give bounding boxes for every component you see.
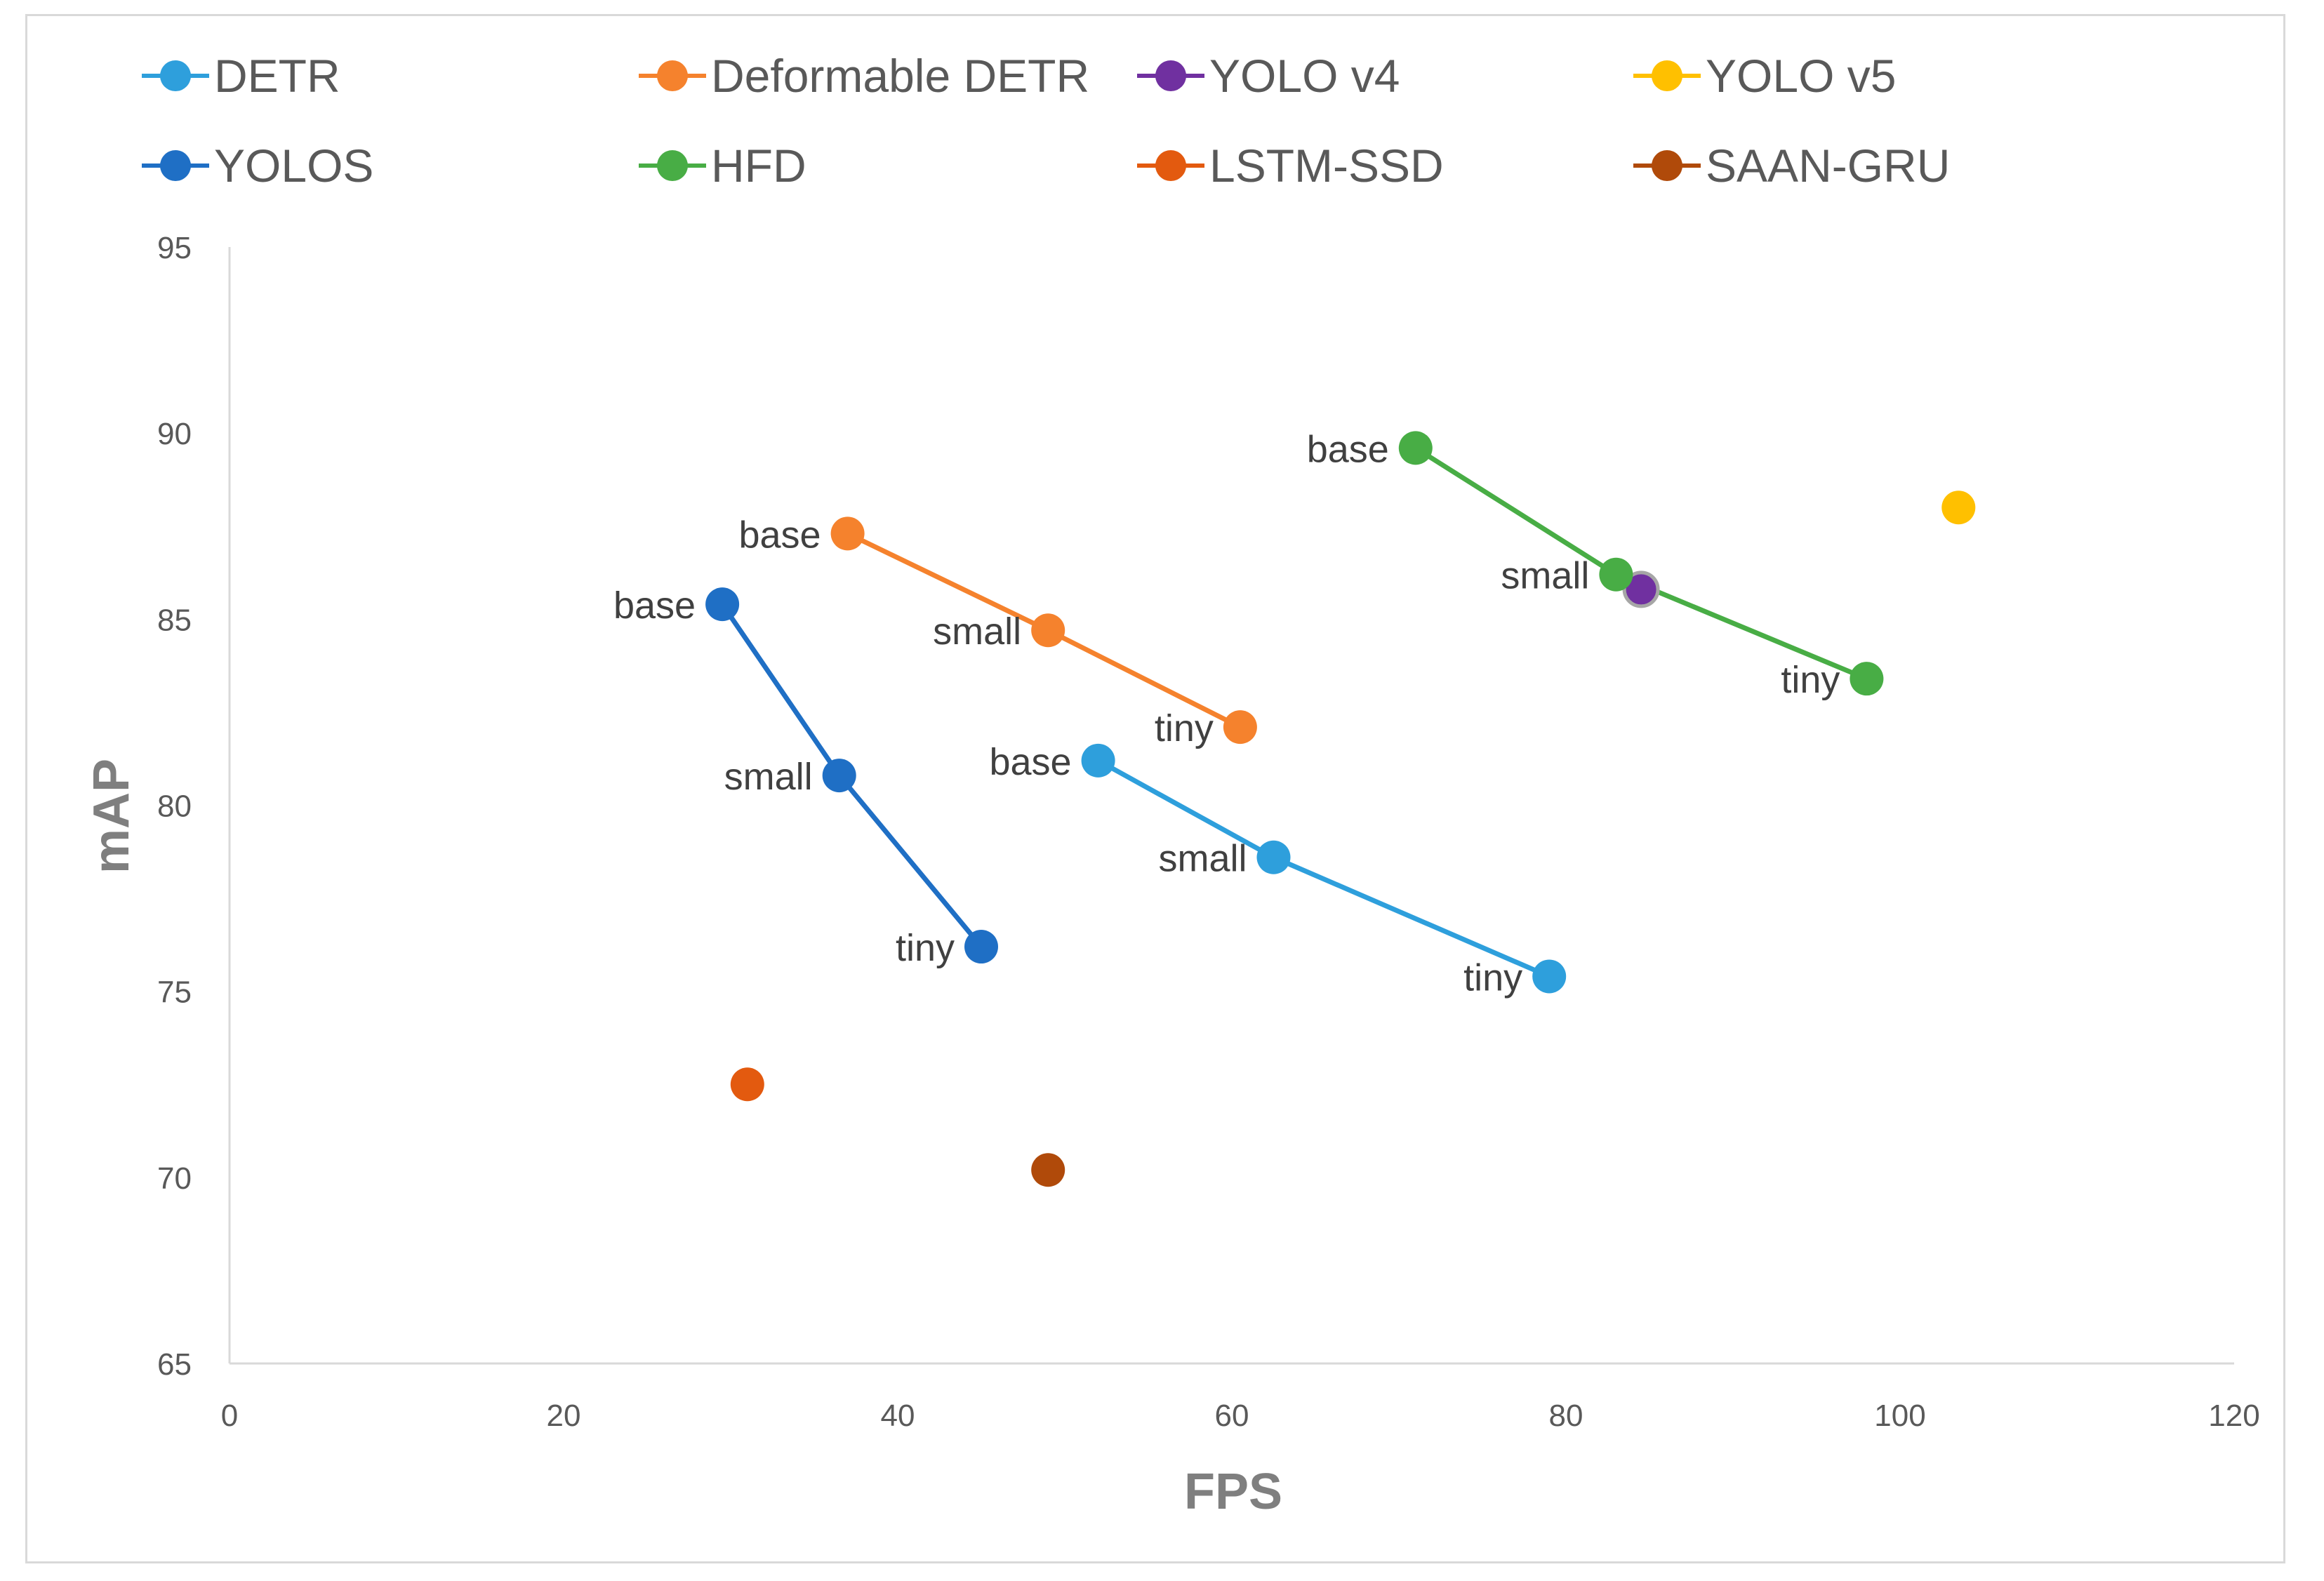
legend-item: LSTM-SSD — [1137, 140, 1444, 192]
legend-label: HFD — [711, 140, 806, 192]
series-points: base small tiny — [738, 514, 1257, 749]
legend-marker — [160, 150, 191, 181]
x-tick-label: 60 — [1215, 1399, 1249, 1433]
chart-frame — [25, 14, 2285, 1563]
x-tick-label: 20 — [547, 1399, 581, 1433]
legend: DETR Deformable DETR YOLO v4 YOLO v5 YOLOS HF… — [142, 50, 1950, 192]
series — [1413, 445, 1869, 681]
legend-item: DETR — [142, 50, 340, 102]
legend-marker — [160, 60, 191, 91]
data-point — [1850, 662, 1884, 696]
axes: 0 20 40 60 80 100 120 65 70 75 80 85 90 95 — [157, 231, 2260, 1433]
data-label: tiny — [896, 927, 955, 969]
data-point — [830, 516, 865, 551]
y-axis-title: mAP — [84, 759, 140, 874]
legend-label: DETR — [214, 50, 340, 102]
data-point — [964, 930, 998, 964]
series-points: base small tiny — [613, 585, 998, 969]
data-point — [1031, 613, 1065, 648]
data-label: small — [724, 756, 813, 798]
data-point — [1081, 743, 1115, 778]
x-tick-label: 80 — [1549, 1399, 1583, 1433]
legend-label: Deformable DETR — [711, 50, 1089, 102]
legend-item: YOLOS — [142, 140, 373, 192]
legend-marker — [1155, 60, 1186, 91]
data-label: small — [1501, 555, 1589, 597]
data-label: tiny — [1463, 956, 1522, 999]
x-tick-label: 40 — [881, 1399, 915, 1433]
legend-marker — [1652, 150, 1682, 181]
data-label: tiny — [1781, 659, 1840, 701]
series-points — [1031, 1153, 1065, 1187]
legend-item: YOLO v4 — [1137, 50, 1400, 102]
data-point — [1223, 710, 1257, 745]
data-point — [1622, 571, 1660, 608]
series-points — [730, 1067, 764, 1102]
legend-item: HFD — [639, 140, 806, 192]
y-tick-label: 80 — [157, 789, 192, 824]
y-tick-label: 95 — [157, 231, 192, 265]
x-tick-label: 100 — [1874, 1399, 1925, 1433]
x-axis-title: FPS — [1184, 1464, 1282, 1520]
data-point — [1031, 1153, 1065, 1187]
data-label: small — [1158, 838, 1247, 880]
legend-label: LSTM-SSD — [1209, 140, 1444, 192]
data-point — [1599, 557, 1633, 592]
y-tick-label: 85 — [157, 603, 192, 637]
x-tick-label: 0 — [221, 1399, 238, 1433]
legend-marker — [1155, 150, 1186, 181]
data-point — [730, 1067, 764, 1102]
x-tick-label: 120 — [2208, 1399, 2259, 1433]
legend-marker — [1652, 60, 1682, 91]
data-label: tiny — [1155, 707, 1214, 749]
legend-label: YOLO v4 — [1209, 50, 1400, 102]
data-label: base — [738, 514, 821, 556]
legend-marker — [657, 60, 688, 91]
y-tick-label: 70 — [157, 1161, 192, 1196]
data-point — [1256, 840, 1291, 874]
data-label: base — [1307, 428, 1389, 470]
data-point — [1941, 491, 1976, 525]
legend-item: SAAN-GRU — [1633, 140, 1950, 192]
y-tick-label: 75 — [157, 975, 192, 1010]
series-line — [1413, 445, 1869, 681]
legend-item: YOLO v5 — [1633, 50, 1896, 102]
plot-area: basesmalltinybasesmalltinybasesmalltinyb… — [613, 428, 1976, 1187]
series-points — [1622, 571, 1660, 608]
legend-item: Deformable DETR — [639, 50, 1089, 102]
data-point — [1398, 431, 1433, 465]
data-label: small — [933, 611, 1021, 653]
data-point — [1532, 959, 1567, 994]
series-points: base small tiny — [1307, 428, 1884, 701]
legend-label: YOLO v5 — [1706, 50, 1896, 102]
data-point — [705, 587, 740, 622]
legend-label: SAAN-GRU — [1706, 140, 1950, 192]
data-label: base — [989, 741, 1071, 783]
y-tick-label: 90 — [157, 417, 192, 451]
legend-label: YOLOS — [214, 140, 373, 192]
series-points — [1941, 491, 1976, 525]
legend-marker — [657, 150, 688, 181]
series-points: base small tiny — [989, 741, 1567, 999]
data-label: base — [613, 585, 696, 627]
y-tick-label: 65 — [157, 1347, 192, 1382]
data-point — [822, 759, 856, 793]
